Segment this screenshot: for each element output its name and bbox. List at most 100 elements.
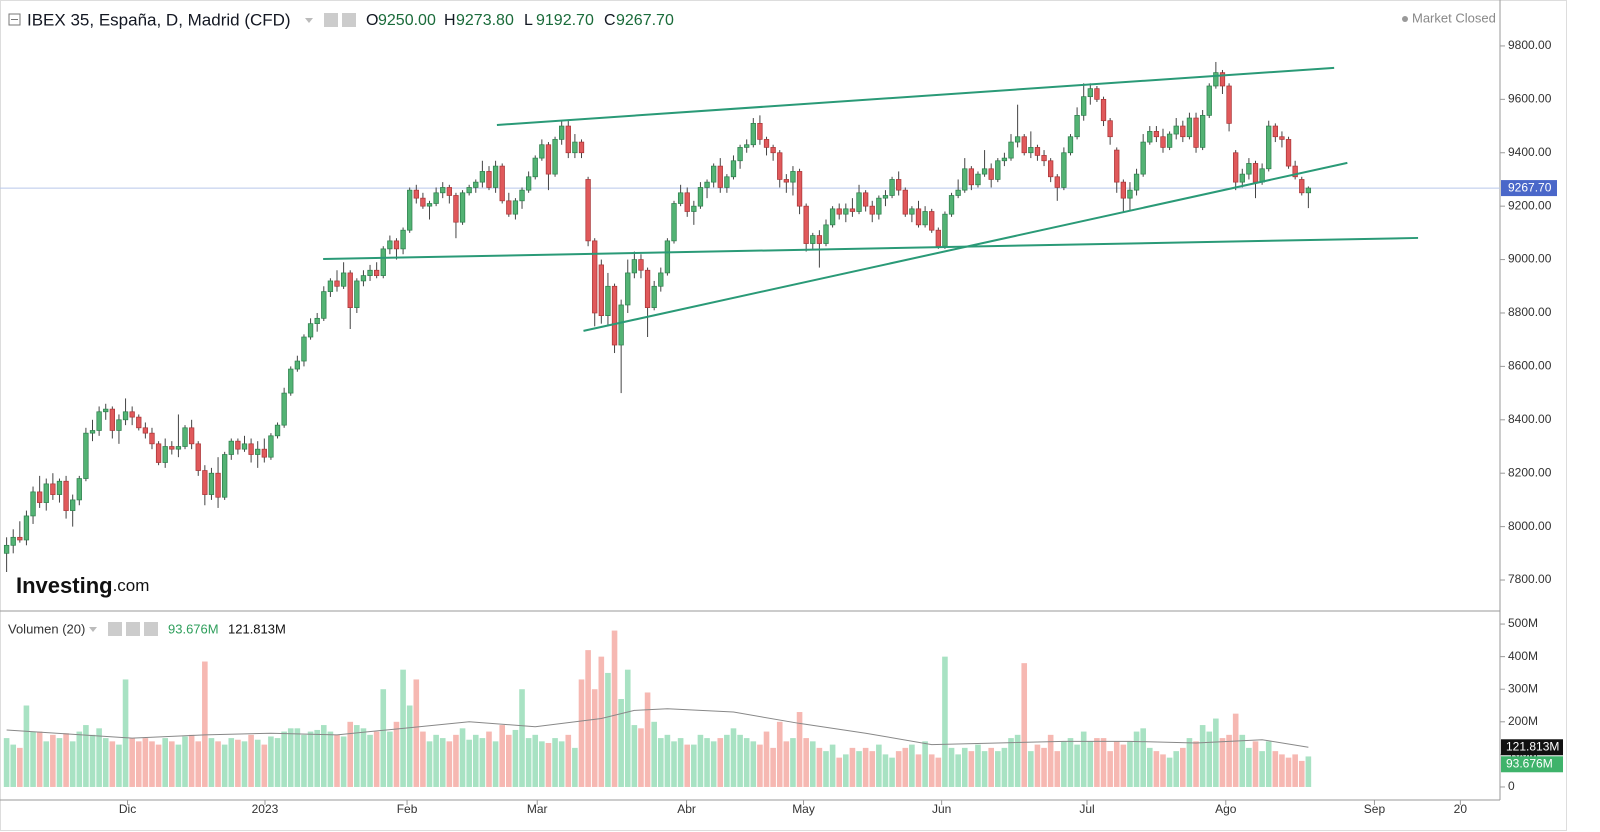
volume-bar [757,744,763,787]
candle-body [651,285,657,308]
volume-ma-line [6,708,1309,748]
candle-body [1087,88,1093,98]
candle-body [995,160,1001,180]
candle-body [1114,149,1120,183]
volume-bar [89,734,96,787]
ohlc-key: L [524,12,533,29]
candle-body [307,323,314,338]
volume-bar [208,738,215,787]
settings-icon[interactable] [324,13,338,27]
candle-body [1180,125,1186,138]
candle-body [559,125,565,140]
candle-body [532,157,538,178]
candle-body [539,144,545,159]
y-tick-label: 9600.00 [1508,92,1552,106]
candle-body [36,491,43,503]
y-tick-label: 9400.00 [1508,145,1552,159]
x-tick-label: Mar [527,802,548,816]
volume-bar [803,738,809,787]
candle-body [248,443,254,455]
volume-bar [188,734,195,787]
candle-body [717,165,723,188]
volume-bar [684,744,691,787]
candle-body [836,208,842,215]
candle-body [1028,147,1034,154]
candle-body [1226,85,1232,124]
candle-body [578,141,585,154]
volume-bar [1100,738,1107,787]
candle-body [1213,72,1219,87]
candle-body [188,427,195,445]
settings-icon[interactable] [108,622,122,636]
candle-body [704,181,710,188]
close-icon[interactable] [144,622,158,636]
candle-body [1048,160,1054,178]
volume-bar [1298,760,1305,787]
candle-body [598,264,604,316]
dropdown-arrow[interactable] [89,627,97,632]
candle-body [1239,173,1245,183]
volume-bar [155,744,162,787]
x-tick-label: 2023 [252,802,279,816]
y-tick-label: 8600.00 [1508,359,1552,373]
candle-body [426,203,433,207]
candle-body [387,240,393,250]
candle-body [103,408,109,413]
candle-body [367,269,373,276]
candle-body [1021,136,1027,154]
volume-bar [182,736,188,787]
collapse-icon[interactable] [8,13,21,26]
candle-body [222,454,228,498]
candle-body [301,336,307,362]
y-tick-label: 9800.00 [1508,38,1552,52]
volume-bar [1186,738,1193,787]
symbol-title: IBEX 35, España, D, Madrid (CFD) [27,10,291,29]
candle-body [962,168,968,191]
hide-icon[interactable] [126,622,140,636]
close-icon[interactable] [342,13,356,27]
volume-bar [809,741,816,787]
volume-bar [869,751,876,787]
candle-body [935,229,941,247]
volume-bar [743,738,750,787]
volume-bar [301,734,307,787]
candle-body [321,291,327,319]
candle-body [1279,136,1285,140]
candle-body [823,224,829,244]
volume-bar [347,721,354,787]
volume-bar [1153,751,1160,787]
dropdown-arrow[interactable] [305,18,313,23]
candle-body [1127,189,1133,199]
volume-bar [1285,757,1292,787]
volume-bar [472,734,479,787]
volume-bar [215,741,221,787]
ohlc-key: H [444,12,456,29]
candle-body [968,168,975,186]
volume-bar [644,692,651,787]
candle-body [929,211,935,231]
candle-body [512,200,519,215]
volume-bar [928,754,935,787]
candle-body [981,168,988,175]
status-dot [1402,16,1408,22]
candle-body [255,448,261,455]
volume-bar [23,705,30,787]
volume-bar [691,744,697,787]
candle-body [288,368,294,394]
y-tick-label: 8200.00 [1508,465,1552,479]
volume-bar [1279,754,1285,787]
candle-body [261,448,267,458]
volume-bar [1127,741,1133,787]
candle-body [70,499,76,511]
volume-bar [882,754,889,787]
volume-bar [294,728,301,787]
candle-body [486,171,492,188]
candle-body [618,304,624,346]
candle-body [869,205,875,215]
candle-body [856,192,862,212]
candle-body [380,248,386,276]
volume-bar [43,741,50,787]
volume-bar [889,757,895,787]
volume-bar [677,738,684,787]
candle-body [605,285,611,316]
